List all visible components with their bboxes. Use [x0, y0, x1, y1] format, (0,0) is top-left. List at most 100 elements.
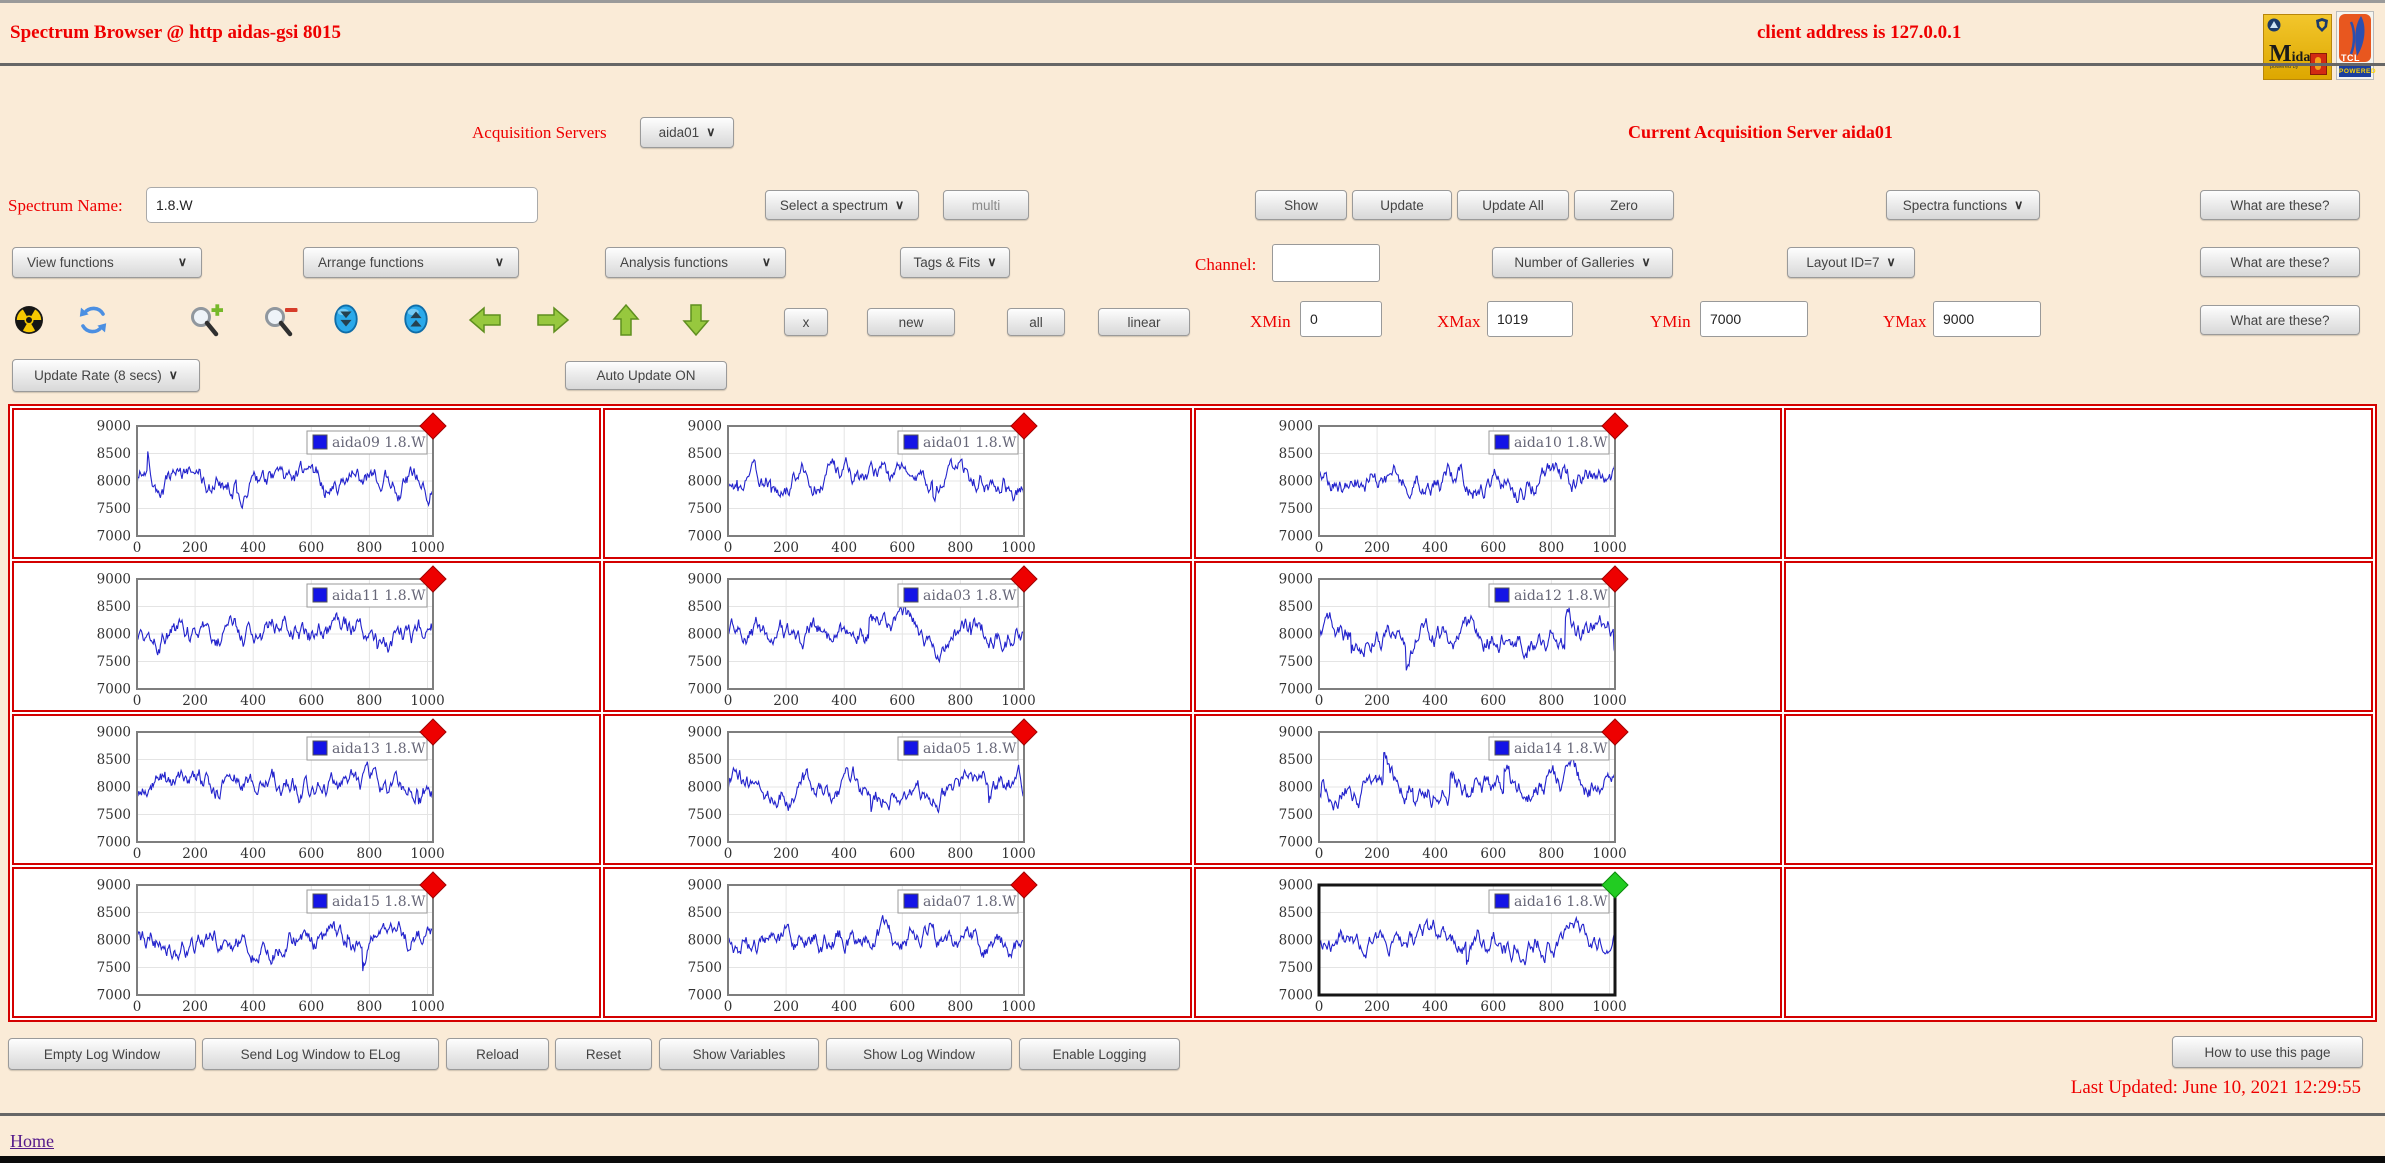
- analysis-functions-select[interactable]: Analysis functions ∨: [605, 247, 786, 278]
- expand-y-icon[interactable]: [402, 303, 430, 340]
- multi-button[interactable]: multi: [943, 190, 1029, 220]
- gallery-cell-r4c1[interactable]: 7000 7500 8000 8500 9000 0 200 400 600 800 1000 aid…: [12, 867, 601, 1018]
- svg-text:7500: 7500: [97, 960, 131, 976]
- spectrum-chart-aida15[interactable]: 7000 7500 8000 8500 9000 0 200 400 600 800 1000 aid…: [89, 871, 599, 1016]
- spectrum-chart-aida13[interactable]: 7000 7500 8000 8500 9000 0 200 400 600 800 1000 aid…: [89, 718, 599, 863]
- page-title: Spectrum Browser @ http aidas-gsi 8015: [10, 22, 342, 43]
- arrow-right-icon[interactable]: [536, 306, 570, 339]
- gallery-cell-r4c3[interactable]: 7000 7500 8000 8500 9000 0 200 400 600 800 1000 aid…: [1193, 867, 1783, 1018]
- zero-button[interactable]: Zero: [1574, 190, 1674, 220]
- svg-text:400: 400: [831, 846, 857, 862]
- gallery-cell-r1c1[interactable]: 7000 7500 8000 8500 9000 0 200 400 600 800 1000 aid…: [12, 408, 601, 559]
- x-axis-button[interactable]: x: [784, 308, 828, 336]
- send-log-window-to-elog-button[interactable]: Send Log Window to ELog: [202, 1038, 439, 1070]
- update-all-button[interactable]: Update All: [1457, 190, 1569, 220]
- spectrum-name-input[interactable]: [146, 187, 538, 223]
- chart-svg-aida12: 7000 7500 8000 8500 9000 0 200 400 600 800 1000 aid…: [1278, 565, 1629, 709]
- home-link[interactable]: Home: [10, 1131, 54, 1151]
- ymax-input[interactable]: [1933, 301, 2041, 337]
- client-address: client address is 127.0.0.1: [1757, 22, 1962, 43]
- what-are-these-button-3[interactable]: What are these?: [2200, 305, 2360, 335]
- zoom-out-icon[interactable]: [262, 303, 298, 342]
- what-are-these-button-2[interactable]: What are these?: [2200, 247, 2360, 277]
- compress-y-icon[interactable]: [332, 303, 360, 340]
- svg-text:200: 200: [1364, 999, 1390, 1015]
- arrow-down-icon[interactable]: [682, 303, 710, 342]
- svg-text:0: 0: [133, 540, 142, 556]
- gallery-cell-r2c1[interactable]: 7000 7500 8000 8500 9000 0 200 400 600 800 1000 aid…: [12, 561, 601, 712]
- arrow-left-icon[interactable]: [468, 306, 502, 339]
- svg-text:800: 800: [947, 540, 973, 556]
- spectrum-chart-aida16[interactable]: 7000 7500 8000 8500 9000 0 200 400 600 800 1000 aid…: [1271, 871, 1781, 1016]
- spectrum-chart-aida07[interactable]: 7000 7500 8000 8500 9000 0 200 400 600 800 1000 aid…: [680, 871, 1190, 1016]
- show-button[interactable]: Show: [1255, 190, 1347, 220]
- arrange-functions-select[interactable]: Arrange functions ∨: [303, 247, 519, 278]
- new-button[interactable]: new: [867, 308, 955, 336]
- spectrum-chart-aida03[interactable]: 7000 7500 8000 8500 9000 0 200 400 600 800 1000 aid…: [680, 565, 1190, 710]
- spectrum-chart-aida12[interactable]: 7000 7500 8000 8500 9000 0 200 400 600 800 1000 aid…: [1271, 565, 1781, 710]
- gallery-cell-r3c1[interactable]: 7000 7500 8000 8500 9000 0 200 400 600 800 1000 aid…: [12, 714, 601, 865]
- radiation-icon[interactable]: [14, 305, 44, 340]
- linear-button[interactable]: linear: [1098, 308, 1190, 336]
- gallery-cell-r3c3[interactable]: 7000 7500 8000 8500 9000 0 200 400 600 800 1000 aid…: [1193, 714, 1783, 865]
- svg-text:200: 200: [773, 540, 799, 556]
- chevron-down-icon: ∨: [1641, 255, 1651, 270]
- svg-text:0: 0: [723, 846, 732, 862]
- view-functions-select[interactable]: View functions ∨: [12, 247, 202, 278]
- update-button[interactable]: Update: [1352, 190, 1452, 220]
- gallery-cell-r1c2[interactable]: 7000 7500 8000 8500 9000 0 200 400 600 800 1000 aid…: [602, 408, 1192, 559]
- what-are-these-button-1[interactable]: What are these?: [2200, 190, 2360, 220]
- gallery-cell-r1c3[interactable]: 7000 7500 8000 8500 9000 0 200 400 600 800 1000 aid…: [1193, 408, 1783, 559]
- spectrum-chart-aida10[interactable]: 7000 7500 8000 8500 9000 0 200 400 600 800 1000 aid…: [1271, 412, 1781, 557]
- number-of-galleries-value: Number of Galleries: [1514, 255, 1635, 270]
- svg-text:7500: 7500: [97, 807, 131, 823]
- number-of-galleries-select[interactable]: Number of Galleries ∨: [1492, 247, 1673, 278]
- status-diamond: [1600, 871, 1629, 899]
- update-rate-select[interactable]: Update Rate (8 secs) ∨: [12, 359, 200, 392]
- svg-text:600: 600: [889, 693, 915, 709]
- gallery-cell-r4c2[interactable]: 7000 7500 8000 8500 9000 0 200 400 600 800 1000 aid…: [602, 867, 1192, 1018]
- acquisition-servers-label: Acquisition Servers: [472, 123, 607, 142]
- spectra-functions-select[interactable]: Spectra functions ∨: [1886, 190, 2040, 220]
- reset-button[interactable]: Reset: [555, 1038, 652, 1070]
- svg-text:400: 400: [831, 693, 857, 709]
- acquisition-server-select[interactable]: aida01 ∨: [640, 117, 734, 148]
- reload-button[interactable]: Reload: [446, 1038, 549, 1070]
- svg-text:1000: 1000: [1592, 999, 1626, 1015]
- xmax-input[interactable]: [1487, 301, 1573, 337]
- svg-text:600: 600: [1480, 693, 1506, 709]
- tcl-logo-text: TCL: [2341, 53, 2360, 63]
- svg-text:9000: 9000: [687, 878, 721, 894]
- svg-text:9000: 9000: [97, 878, 131, 894]
- gallery-cell-r2c2[interactable]: 7000 7500 8000 8500 9000 0 200 400 600 800 1000 aid…: [602, 561, 1192, 712]
- refresh-icon[interactable]: [78, 305, 108, 340]
- channel-input[interactable]: [1272, 244, 1380, 282]
- arrow-up-icon[interactable]: [612, 303, 640, 342]
- spectrum-chart-aida09[interactable]: 7000 7500 8000 8500 9000 0 200 400 600 800 1000 aid…: [89, 412, 599, 557]
- chart-svg-aida14: 7000 7500 8000 8500 9000 0 200 400 600 800 1000 aid…: [1278, 718, 1629, 862]
- auto-update-button[interactable]: Auto Update ON: [565, 361, 727, 390]
- svg-text:600: 600: [1480, 846, 1506, 862]
- spectrum-chart-aida14[interactable]: 7000 7500 8000 8500 9000 0 200 400 600 800 1000 aid…: [1271, 718, 1781, 863]
- enable-logging-button[interactable]: Enable Logging: [1019, 1038, 1180, 1070]
- gallery-cell-r3c2[interactable]: 7000 7500 8000 8500 9000 0 200 400 600 800 1000 aid…: [602, 714, 1192, 865]
- all-button[interactable]: all: [1007, 308, 1065, 336]
- xmin-input[interactable]: [1300, 301, 1382, 337]
- tags-fits-select[interactable]: Tags & Fits ∨: [900, 247, 1010, 278]
- empty-log-window-button[interactable]: Empty Log Window: [8, 1038, 196, 1070]
- spectrum-chart-aida01[interactable]: 7000 7500 8000 8500 9000 0 200 400 600 800 1000 aid…: [680, 412, 1190, 557]
- layout-id-select[interactable]: Layout ID=7 ∨: [1787, 247, 1915, 278]
- spectrum-chart-aida05[interactable]: 7000 7500 8000 8500 9000 0 200 400 600 800 1000 aid…: [680, 718, 1190, 863]
- ymin-input[interactable]: [1700, 301, 1808, 337]
- svg-text:7000: 7000: [97, 529, 131, 545]
- svg-text:800: 800: [1538, 846, 1564, 862]
- tags-fits-value: Tags & Fits: [913, 255, 981, 270]
- show-log-window-button[interactable]: Show Log Window: [826, 1038, 1012, 1070]
- svg-text:8000: 8000: [687, 627, 721, 643]
- zoom-in-icon[interactable]: [188, 303, 224, 342]
- show-variables-button[interactable]: Show Variables: [659, 1038, 819, 1070]
- spectrum-chart-aida11[interactable]: 7000 7500 8000 8500 9000 0 200 400 600 800 1000 aid…: [89, 565, 599, 710]
- gallery-cell-r2c3[interactable]: 7000 7500 8000 8500 9000 0 200 400 600 800 1000 aid…: [1193, 561, 1783, 712]
- how-to-use-this-page-button[interactable]: How to use this page: [2172, 1036, 2363, 1068]
- select-a-spectrum-select[interactable]: Select a spectrum ∨: [765, 190, 919, 220]
